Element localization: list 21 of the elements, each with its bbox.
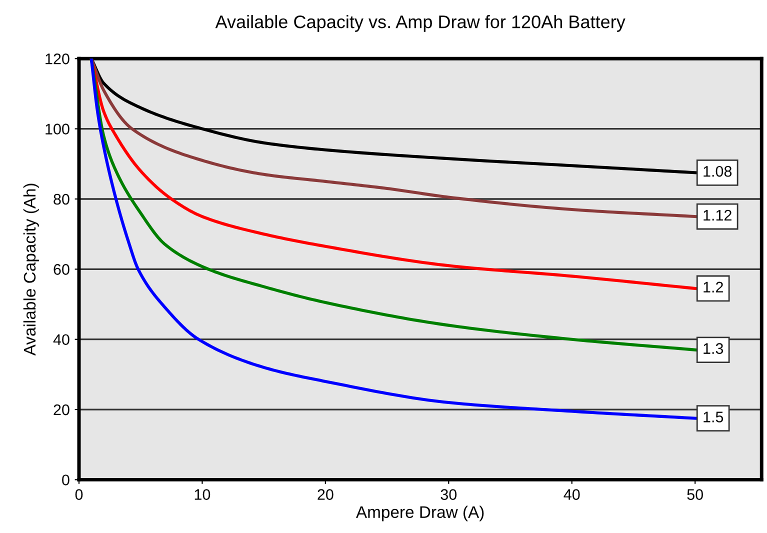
series-label: 1.08 bbox=[704, 166, 732, 177]
x-tick-label: 10 bbox=[194, 489, 210, 500]
y-tick-label: 40 bbox=[53, 334, 70, 346]
x-tick-label: 0 bbox=[75, 489, 83, 500]
y-tick-label: 120 bbox=[46, 54, 70, 64]
y-tick-label: 80 bbox=[54, 194, 70, 205]
y-tick-label: 20 bbox=[54, 404, 70, 416]
series-label: 1.5 bbox=[704, 412, 724, 422]
series-label: 1.3 bbox=[704, 343, 724, 354]
y-tick-label: 0 bbox=[62, 474, 70, 486]
series-label: 1.12 bbox=[704, 210, 732, 220]
y-axis-title: Available Capacity (Ah) bbox=[23, 184, 39, 356]
x-tick-label: 40 bbox=[564, 489, 580, 500]
y-tick-label: 60 bbox=[54, 264, 70, 275]
chart-title: Available Capacity vs. Amp Draw for 120Ah Battery bbox=[215, 14, 626, 32]
series-label: 1.2 bbox=[704, 282, 723, 292]
x-axis-title: Ampere Draw (A) bbox=[356, 506, 484, 522]
x-tick-label: 50 bbox=[687, 489, 703, 500]
x-tick-label: 20 bbox=[318, 489, 334, 500]
x-tick-label: 30 bbox=[440, 489, 457, 500]
y-tick-label: 100 bbox=[46, 124, 70, 134]
